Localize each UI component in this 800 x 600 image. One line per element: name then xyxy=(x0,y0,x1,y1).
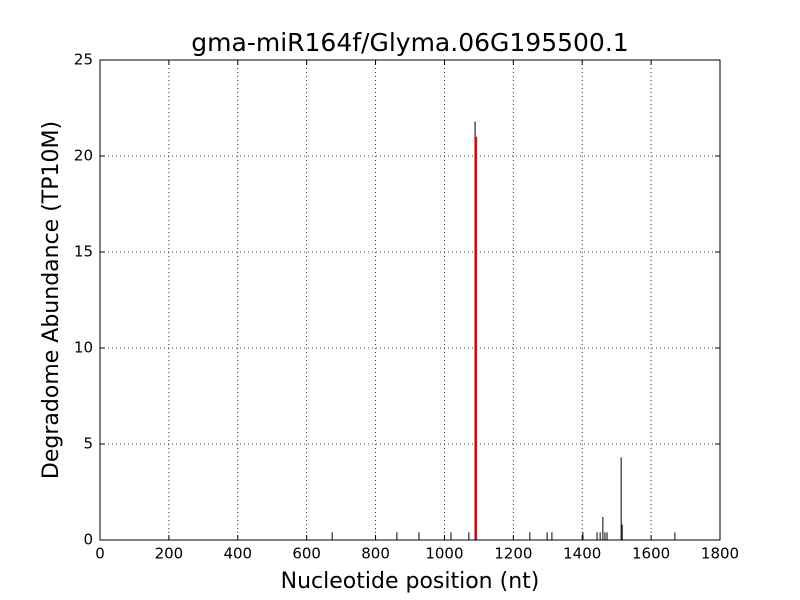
plot-frame xyxy=(99,59,721,541)
y-tick-label: 5 xyxy=(83,435,93,453)
x-tick-label: 1200 xyxy=(494,545,532,563)
x-tick-label: 400 xyxy=(223,545,252,563)
x-tick-label: 1800 xyxy=(701,545,739,563)
x-tick-label: 200 xyxy=(155,545,184,563)
x-axis-label: Nucleotide position (nt) xyxy=(281,569,540,594)
y-tick-label: 10 xyxy=(74,339,93,357)
x-tick-label: 800 xyxy=(361,545,390,563)
y-tick-label: 15 xyxy=(74,243,93,261)
x-tick-label: 600 xyxy=(292,545,321,563)
y-tick-label: 25 xyxy=(74,51,93,69)
chart-title: gma-miR164f/Glyma.06G195500.1 xyxy=(191,28,628,57)
x-tick-label: 1400 xyxy=(563,545,601,563)
x-tick-label: 0 xyxy=(95,545,105,563)
x-tick-label: 1600 xyxy=(632,545,670,563)
y-tick-label: 20 xyxy=(74,147,93,165)
y-axis-label: Degradome Abundance (TP10M) xyxy=(39,121,64,479)
x-tick-label: 1000 xyxy=(425,545,463,563)
y-tick-label: 0 xyxy=(83,531,93,549)
